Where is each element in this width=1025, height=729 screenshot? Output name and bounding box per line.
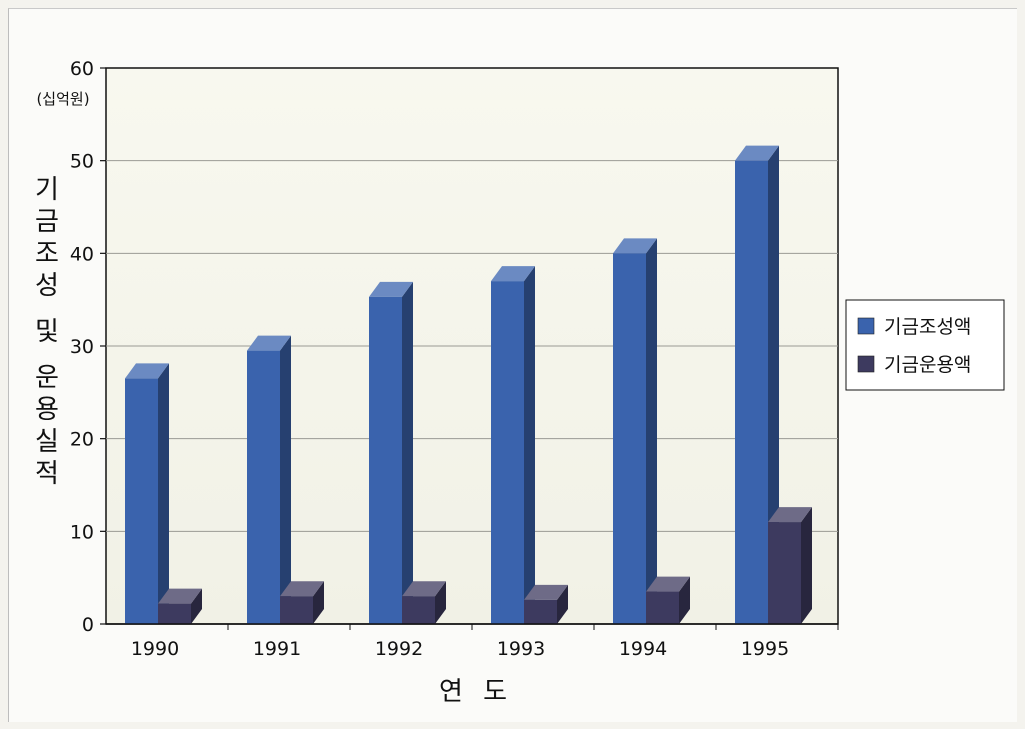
y-axis-label-char: 기 xyxy=(35,175,59,205)
bar-front xyxy=(491,281,524,624)
bar-fund-used-1991 xyxy=(280,581,324,624)
bar-front xyxy=(158,603,191,624)
x-tick-label: 1993 xyxy=(497,638,545,660)
x-tick-label: 1994 xyxy=(619,638,667,660)
bar-fund-raised-1990 xyxy=(125,363,169,624)
bar-top xyxy=(646,576,690,592)
bar-fund-raised-1995 xyxy=(735,145,779,624)
x-tick-label: 1990 xyxy=(131,638,179,660)
bar-top xyxy=(491,266,535,282)
bar-side xyxy=(679,576,690,624)
y-axis-label-char: 적 xyxy=(35,459,59,489)
bar-top xyxy=(402,581,446,597)
bar-fund-used-1994 xyxy=(646,576,690,624)
x-tick-labels: 1990 1991 1992 1993 1994 1995 xyxy=(106,623,839,660)
bar-front xyxy=(613,253,646,625)
bar-side xyxy=(646,238,657,625)
x-tick-label: 1995 xyxy=(741,638,789,660)
bar-fund-used-1992 xyxy=(402,581,446,624)
y-axis-label-char: 실 xyxy=(35,427,59,457)
bar-front xyxy=(735,160,768,624)
bar-fund-raised-1992 xyxy=(369,281,413,624)
legend-swatch xyxy=(857,355,875,373)
bar-top xyxy=(768,507,812,523)
x-tick-label: 1991 xyxy=(253,638,301,660)
y-unit-label: (십억원) xyxy=(36,90,89,108)
bar-top xyxy=(158,588,202,604)
bar-front xyxy=(768,522,801,624)
x-tick-label: 1992 xyxy=(375,638,423,660)
y-tick-label: 10 xyxy=(70,521,94,543)
bar-side xyxy=(557,584,568,624)
bar-front xyxy=(524,599,557,624)
x-axis-label: 연 도 xyxy=(439,677,513,707)
bar-top xyxy=(735,145,779,161)
bar-fund-used-1993 xyxy=(524,584,568,624)
y-tick-label: 30 xyxy=(70,336,94,358)
bar-side xyxy=(768,145,779,624)
y-axis-label-char: 운 xyxy=(35,363,59,393)
bar-fund-used-1995 xyxy=(768,507,812,624)
bar-top xyxy=(280,581,324,597)
y-tick-label: 0 xyxy=(82,614,94,636)
y-axis-label-char: 조 xyxy=(35,239,59,269)
bar-side xyxy=(801,507,812,624)
bar-top xyxy=(613,238,657,254)
bar-side xyxy=(435,581,446,624)
bar-top xyxy=(247,335,291,351)
bar-front xyxy=(247,350,280,624)
bar-side xyxy=(158,363,169,624)
legend-label: 기금운용액 xyxy=(884,354,971,376)
bar-front xyxy=(369,296,402,624)
bar-side xyxy=(402,281,413,624)
bar-front xyxy=(646,591,679,624)
bar-side xyxy=(280,335,291,624)
bar-front xyxy=(280,596,313,624)
bars xyxy=(125,145,812,625)
y-axis-label-char: 성 xyxy=(35,271,59,301)
y-axis-label-char: 용 xyxy=(35,395,59,425)
bar-fund-raised-1993 xyxy=(491,266,535,624)
y-tick-labels: 0 10 20 30 40 50 60 xyxy=(70,58,106,636)
legend-label: 기금조성액 xyxy=(884,316,971,338)
legend-swatch xyxy=(857,317,875,335)
y-tick-label: 40 xyxy=(70,243,94,265)
bar-top xyxy=(524,584,568,600)
bar-top xyxy=(125,363,169,379)
bar-front xyxy=(402,596,435,624)
y-axis-label-char: 금 xyxy=(35,207,59,237)
y-tick-label: 50 xyxy=(70,151,94,173)
bar-fund-used-1990 xyxy=(158,588,202,624)
bar-side xyxy=(191,588,202,624)
grid-lines xyxy=(106,160,838,532)
legend-box xyxy=(845,299,1005,391)
y-axis-label-char: 및 xyxy=(35,317,59,347)
bar-fund-raised-1991 xyxy=(247,335,291,624)
y-tick-label: 20 xyxy=(70,429,94,451)
bar-fund-raised-1994 xyxy=(613,238,657,625)
bar-side xyxy=(313,581,324,624)
bar-top xyxy=(369,281,413,297)
y-tick-label: 60 xyxy=(70,58,94,80)
bar-front xyxy=(125,378,158,624)
bar-side xyxy=(524,266,535,624)
